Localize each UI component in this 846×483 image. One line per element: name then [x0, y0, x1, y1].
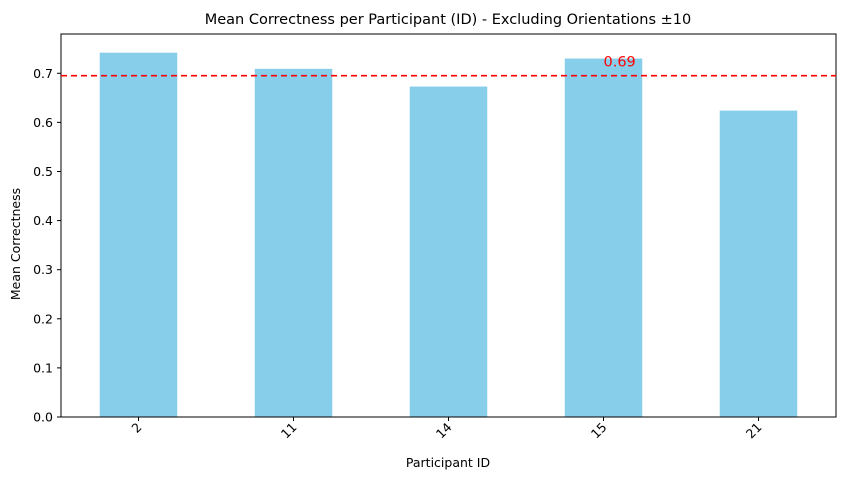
y-tick-label-0.3: 0.3	[33, 262, 53, 277]
y-tick-label-0.0: 0.0	[33, 410, 53, 425]
bar-11	[254, 68, 333, 418]
y-tick-label-0.4: 0.4	[33, 213, 53, 228]
x-tick-label-14: 14	[433, 419, 455, 441]
mean-reference-label: 0.69	[604, 55, 636, 71]
chart-title: Mean Correctness per Participant (ID) - …	[205, 12, 692, 28]
x-tick-label-11: 11	[278, 420, 300, 442]
plot-area: 0.0 0.1 0.2 0.3 0.4 0.5 0.6 0.7 2 11 14 15 21 0.69	[33, 33, 837, 442]
x-tick-label-2: 2	[128, 420, 144, 436]
bar-21	[719, 110, 798, 417]
x-tick-label-21: 21	[743, 420, 765, 442]
bar-15	[564, 58, 643, 418]
x-tick-label-15: 15	[588, 420, 610, 442]
y-tick-label-0.1: 0.1	[33, 360, 53, 375]
y-tick-label-0.5: 0.5	[33, 164, 53, 179]
y-tick-label-0.7: 0.7	[33, 66, 53, 81]
x-axis-label: Participant ID	[406, 455, 490, 470]
bar-14	[409, 86, 488, 417]
y-tick-label-0.6: 0.6	[33, 115, 53, 130]
y-axis-label: Mean Correctness	[8, 188, 23, 300]
y-tick-label-0.2: 0.2	[33, 311, 53, 326]
bar-2	[99, 52, 178, 417]
